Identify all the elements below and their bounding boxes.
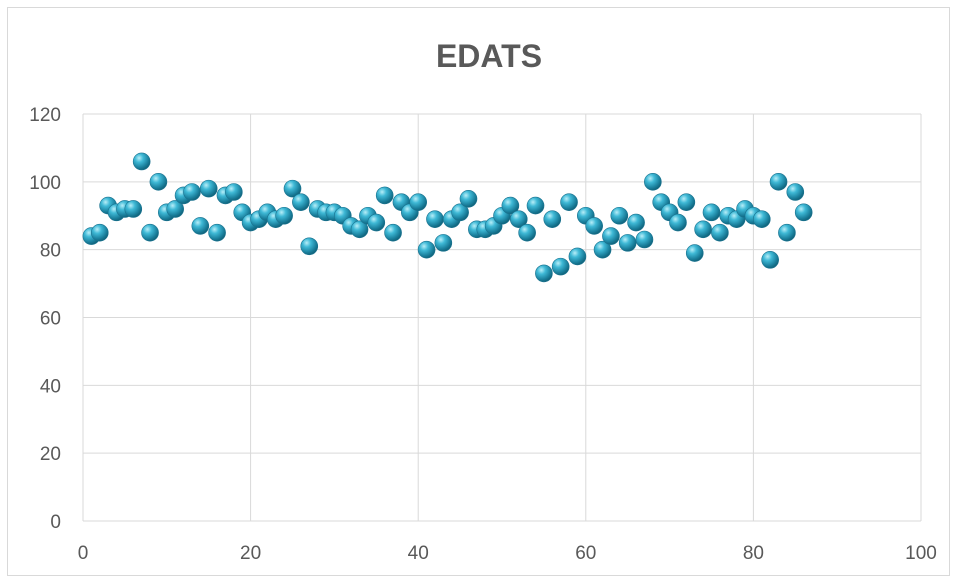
data-points: [82, 152, 813, 283]
data-point: [300, 237, 319, 256]
data-point: [518, 223, 536, 242]
data-point: [434, 234, 453, 252]
data-point: [166, 200, 184, 218]
x-tick-label: 100: [905, 543, 937, 564]
data-point: [283, 179, 302, 198]
data-point: [90, 223, 109, 242]
data-point: [451, 203, 469, 222]
data-point: [694, 220, 712, 239]
data-point: [669, 213, 687, 232]
data-point: [292, 193, 310, 211]
data-point: [543, 210, 562, 228]
data-point: [526, 196, 545, 215]
data-point: [141, 223, 159, 242]
data-point: [794, 203, 813, 222]
data-point: [769, 173, 788, 191]
x-tick-label: 80: [743, 543, 764, 564]
data-point: [208, 223, 226, 242]
data-point: [752, 210, 771, 228]
data-point: [199, 179, 218, 198]
data-point: [350, 220, 369, 239]
data-point: [459, 189, 478, 208]
data-point: [568, 247, 587, 266]
data-point: [685, 244, 704, 262]
y-tick-label: 100: [29, 173, 61, 194]
data-point: [786, 183, 805, 201]
data-point: [509, 210, 528, 228]
data-point: [551, 257, 570, 276]
chart-title: EDATS: [436, 38, 542, 74]
data-point: [711, 223, 729, 242]
data-point: [225, 183, 243, 201]
data-point: [644, 173, 662, 191]
data-point: [778, 223, 796, 242]
y-tick-label: 80: [40, 241, 61, 262]
x-tick-label: 40: [408, 543, 429, 564]
data-point: [426, 210, 444, 228]
y-tick-label: 20: [40, 444, 61, 465]
data-point: [618, 234, 637, 252]
data-point: [585, 217, 603, 235]
y-tick-label: 60: [40, 309, 61, 330]
data-point: [501, 196, 520, 215]
y-tick-label: 0: [50, 512, 61, 533]
data-point: [535, 264, 553, 283]
x-axis-ticks: 0 20 40 60 80 100: [78, 543, 937, 564]
data-point: [627, 213, 645, 232]
data-point: [275, 206, 293, 225]
data-point: [560, 193, 578, 211]
data-point: [417, 240, 436, 259]
data-point: [183, 183, 201, 201]
data-point: [149, 173, 168, 191]
data-point: [610, 206, 629, 225]
y-axis-ticks: 0 20 40 60 80 100 120: [29, 105, 61, 533]
y-tick-label: 40: [40, 376, 61, 397]
y-tick-label: 120: [29, 105, 61, 126]
x-tick-label: 60: [575, 543, 596, 564]
data-point: [593, 240, 612, 259]
data-point: [367, 213, 386, 232]
data-point: [702, 203, 721, 222]
data-point: [602, 227, 620, 245]
x-tick-label: 20: [240, 543, 261, 564]
data-point: [384, 223, 402, 242]
data-point: [124, 200, 143, 218]
data-point: [132, 152, 151, 171]
data-point: [761, 251, 779, 269]
data-point: [191, 217, 210, 235]
data-point: [635, 230, 654, 249]
gridlines: [82, 113, 922, 522]
data-point: [375, 186, 394, 205]
chart-frame: [7, 7, 950, 576]
data-point: [677, 193, 696, 211]
data-point: [409, 193, 428, 211]
x-tick-label: 0: [78, 543, 89, 564]
